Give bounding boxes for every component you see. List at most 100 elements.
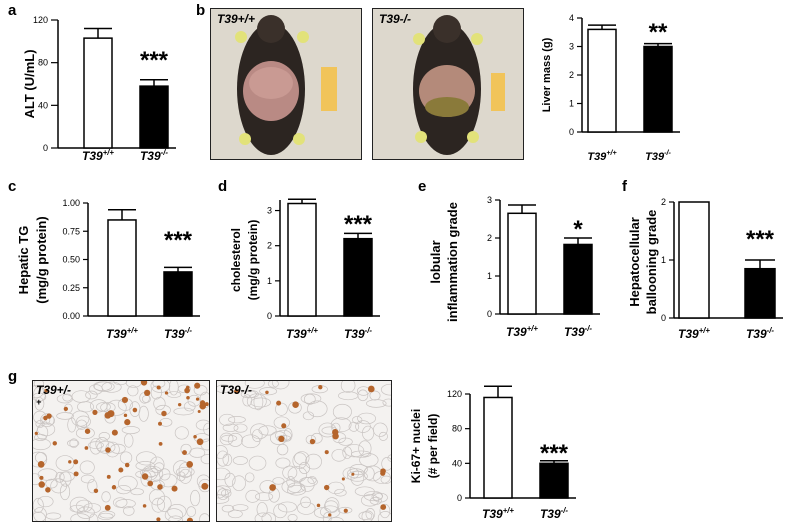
y-axis-label2-f: ballooning grade [644,210,659,315]
stained-nucleus [194,382,201,389]
y-axis-label-a: ALT (U/mL) [22,49,37,118]
stained-nucleus [199,402,207,410]
category-label-a: T39-/- [140,148,168,163]
y-tick-label-e: 2 [487,233,492,243]
stained-nucleus [156,385,161,390]
stained-nucleus [141,473,149,480]
category-label-e: T39-/- [564,324,592,339]
stained-nucleus [37,460,45,468]
y-tick-label-g: 0 [457,493,462,503]
bar-e-ko [563,243,593,315]
category-label-d: T39-/- [344,326,372,341]
stained-nucleus [197,409,201,414]
y-axis-label2-e: inflammation grade [445,202,460,322]
category-label-e: T39+/+ [506,324,538,339]
y-axis-label-g: Ki-67+ nuclei [409,409,423,483]
y-tick-label-a: 40 [38,100,48,110]
bar-a-wt [83,37,113,149]
panel-label-b: b [196,2,206,19]
stained-nucleus [281,423,287,429]
y-axis-label-c: Hepatic TG [16,226,31,295]
stained-nucleus [367,385,375,393]
stained-nucleus [111,485,117,490]
stained-nucleus [184,387,190,394]
stained-nucleus [123,413,128,418]
bar-g-ko [539,462,569,499]
mouse-wt-illustration [211,9,361,159]
stained-nucleus [324,450,329,455]
histology-label-ko: T39-/- [220,383,253,397]
y-tick-label-c: 0.25 [62,283,80,293]
y-tick-label-e: 0 [487,309,492,319]
stained-nucleus [316,503,321,508]
category-label-b: T39-/- [645,149,671,163]
category-label-g: T39+/+ [482,506,514,521]
stained-nucleus [111,429,118,436]
photo-label-ko: T39-/- [379,12,412,26]
histology-label-wt-extra: + [36,397,42,407]
significance-b: ** [649,19,668,46]
bar-a-ko [139,85,169,149]
chart-lobular-inflammation: 0 1 2 3 T39+/+ T39-/- * lobular inflammation gra… [428,195,600,339]
stained-nucleus [105,447,111,453]
stained-nucleus [92,409,98,415]
bar-e-wt [507,212,537,315]
chart-liver-mass: 0 1 2 3 4 T39+/+ T39-/- ** Liver mass (g) [541,13,680,163]
significance-c: *** [164,227,193,254]
y-tick-label-d: 2 [267,241,272,251]
mouse-photo-wt: T39+/+ [210,8,362,160]
y-tick-label-c: 0.75 [62,226,80,236]
y-tick-label-g: 40 [452,458,462,468]
chart-alt: 0 40 80 120 T39+/+ T39-/- *** ALT (U/mL) [22,15,176,163]
category-label-c: T39-/- [164,326,192,341]
stained-nucleus [332,432,339,440]
stained-nucleus [132,407,138,413]
stained-nucleus [193,434,197,439]
stained-nucleus [107,410,115,418]
stained-nucleus [380,470,386,476]
bar-f-wt [678,201,710,319]
stained-nucleus [158,442,163,446]
chart-ki67: 0 40 80 120 T39+/+ T39-/- *** Ki-67+ nuclei (# p… [409,385,576,521]
stained-nucleus [201,482,209,490]
y-axis-label2-g: (# per field) [426,414,440,479]
stained-nucleus [118,467,124,473]
bar-b-wt [587,28,617,133]
y-tick-label-c: 0.50 [62,255,80,265]
stained-nucleus [157,484,163,490]
stained-nucleus [177,402,182,407]
stained-nucleus [341,477,345,481]
y-tick-label-f: 0 [661,313,666,323]
stained-nucleus [93,488,99,494]
stained-nucleus [158,421,163,426]
category-label-d: T39+/+ [286,326,318,341]
category-label-b: T39+/+ [587,149,617,163]
histology-label-wt: T39+/- [36,383,72,397]
stained-nucleus [164,391,169,395]
bar-c-wt [107,219,137,317]
y-tick-label-c: 1.00 [62,198,80,208]
stained-nucleus [73,459,79,465]
stained-nucleus [276,400,282,406]
histology-photo-wt: T39+/- + [32,380,210,522]
stained-nucleus [323,484,330,491]
bar-d-ko [343,237,373,317]
bar-d-wt [287,202,317,317]
stained-nucleus [186,517,194,521]
stained-nucleus [106,474,111,479]
stained-nucleus [63,406,69,412]
y-tick-label-b: 2 [569,70,574,80]
stained-nucleus [380,504,387,510]
panel-label-e: e [418,178,427,195]
bar-b-ko [643,45,673,133]
y-tick-label-a: 80 [38,58,48,68]
stained-nucleus [68,460,72,464]
stained-nucleus [104,504,111,511]
stained-nucleus [278,435,285,443]
y-axis-label2-d: (mg/g protein) [246,220,260,301]
panel-label-f: f [622,178,627,195]
stained-nucleus [161,410,167,417]
chart-cholesterol: 0 1 2 3 T39+/+ T39-/- *** cholesterol (mg/g prot… [229,198,380,341]
stained-nucleus [84,428,91,434]
stained-nucleus [343,508,348,513]
